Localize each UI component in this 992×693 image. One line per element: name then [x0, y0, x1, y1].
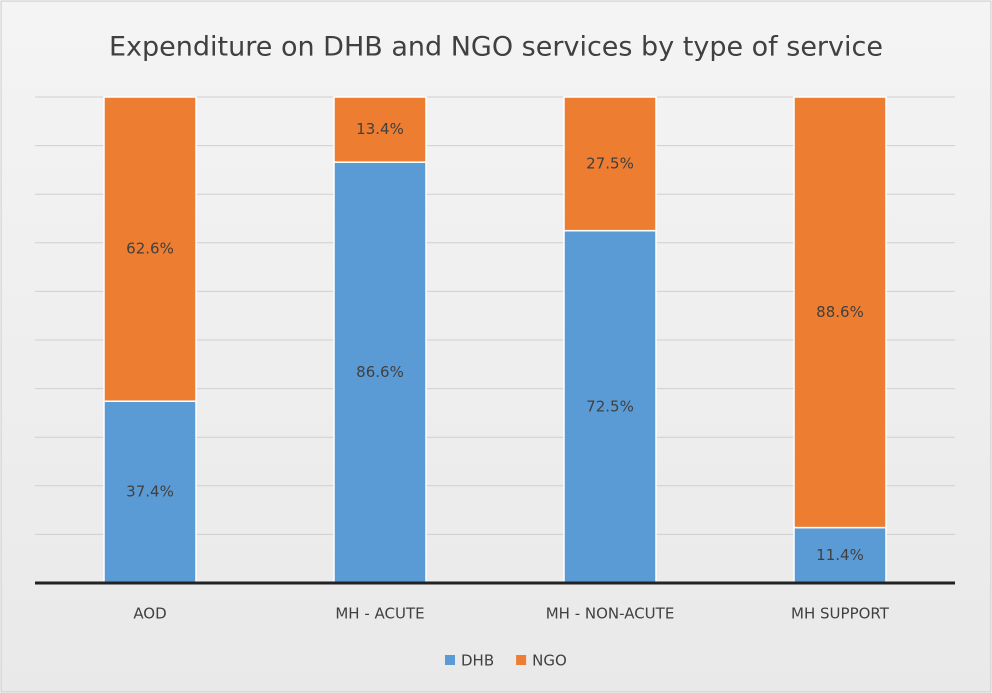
data-label: 72.5% — [586, 397, 634, 415]
bar-segment — [333, 96, 427, 163]
chart-title: Expenditure on DHB and NGO services by t… — [109, 32, 883, 63]
data-label: 86.6% — [356, 363, 404, 381]
bar-segment — [563, 96, 657, 232]
x-tick-label: MH - ACUTE — [335, 605, 424, 623]
legend-swatch — [516, 655, 527, 665]
bar-segment — [103, 400, 197, 584]
data-label: 13.4% — [356, 120, 404, 138]
bar-segment — [103, 96, 197, 402]
legend-label: NGO — [532, 652, 567, 670]
x-tick-label: MH - NON-ACUTE — [546, 605, 675, 623]
bar-segment — [793, 96, 887, 529]
data-label: 88.6% — [816, 303, 864, 321]
x-tick-label: AOD — [133, 605, 166, 623]
data-label: 62.6% — [126, 240, 174, 258]
data-label: 27.5% — [586, 154, 634, 172]
legend-swatch — [445, 655, 455, 665]
data-label: 11.4% — [816, 546, 864, 564]
x-tick-label: MH SUPPORT — [791, 605, 890, 623]
bar-segment — [333, 161, 427, 584]
data-label: 37.4% — [126, 483, 174, 501]
legend-label: DHB — [461, 652, 494, 670]
